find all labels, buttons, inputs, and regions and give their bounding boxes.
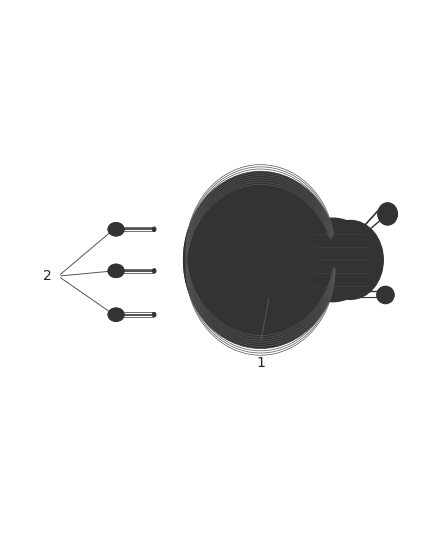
Ellipse shape (108, 308, 124, 321)
Ellipse shape (152, 312, 156, 317)
Ellipse shape (112, 267, 120, 275)
Ellipse shape (152, 227, 156, 231)
Ellipse shape (293, 219, 372, 302)
Ellipse shape (256, 255, 265, 265)
Ellipse shape (232, 227, 289, 293)
Ellipse shape (318, 221, 383, 300)
Ellipse shape (286, 268, 312, 303)
Ellipse shape (209, 268, 236, 303)
Ellipse shape (378, 203, 397, 225)
Text: 2: 2 (43, 269, 52, 283)
Text: 1: 1 (256, 356, 265, 370)
Ellipse shape (247, 192, 274, 227)
Ellipse shape (108, 264, 124, 278)
Ellipse shape (328, 230, 364, 272)
Ellipse shape (112, 311, 120, 319)
Ellipse shape (248, 246, 273, 274)
Ellipse shape (108, 223, 124, 236)
Ellipse shape (152, 269, 156, 273)
Ellipse shape (184, 172, 337, 348)
Ellipse shape (112, 225, 120, 233)
Ellipse shape (377, 286, 394, 304)
